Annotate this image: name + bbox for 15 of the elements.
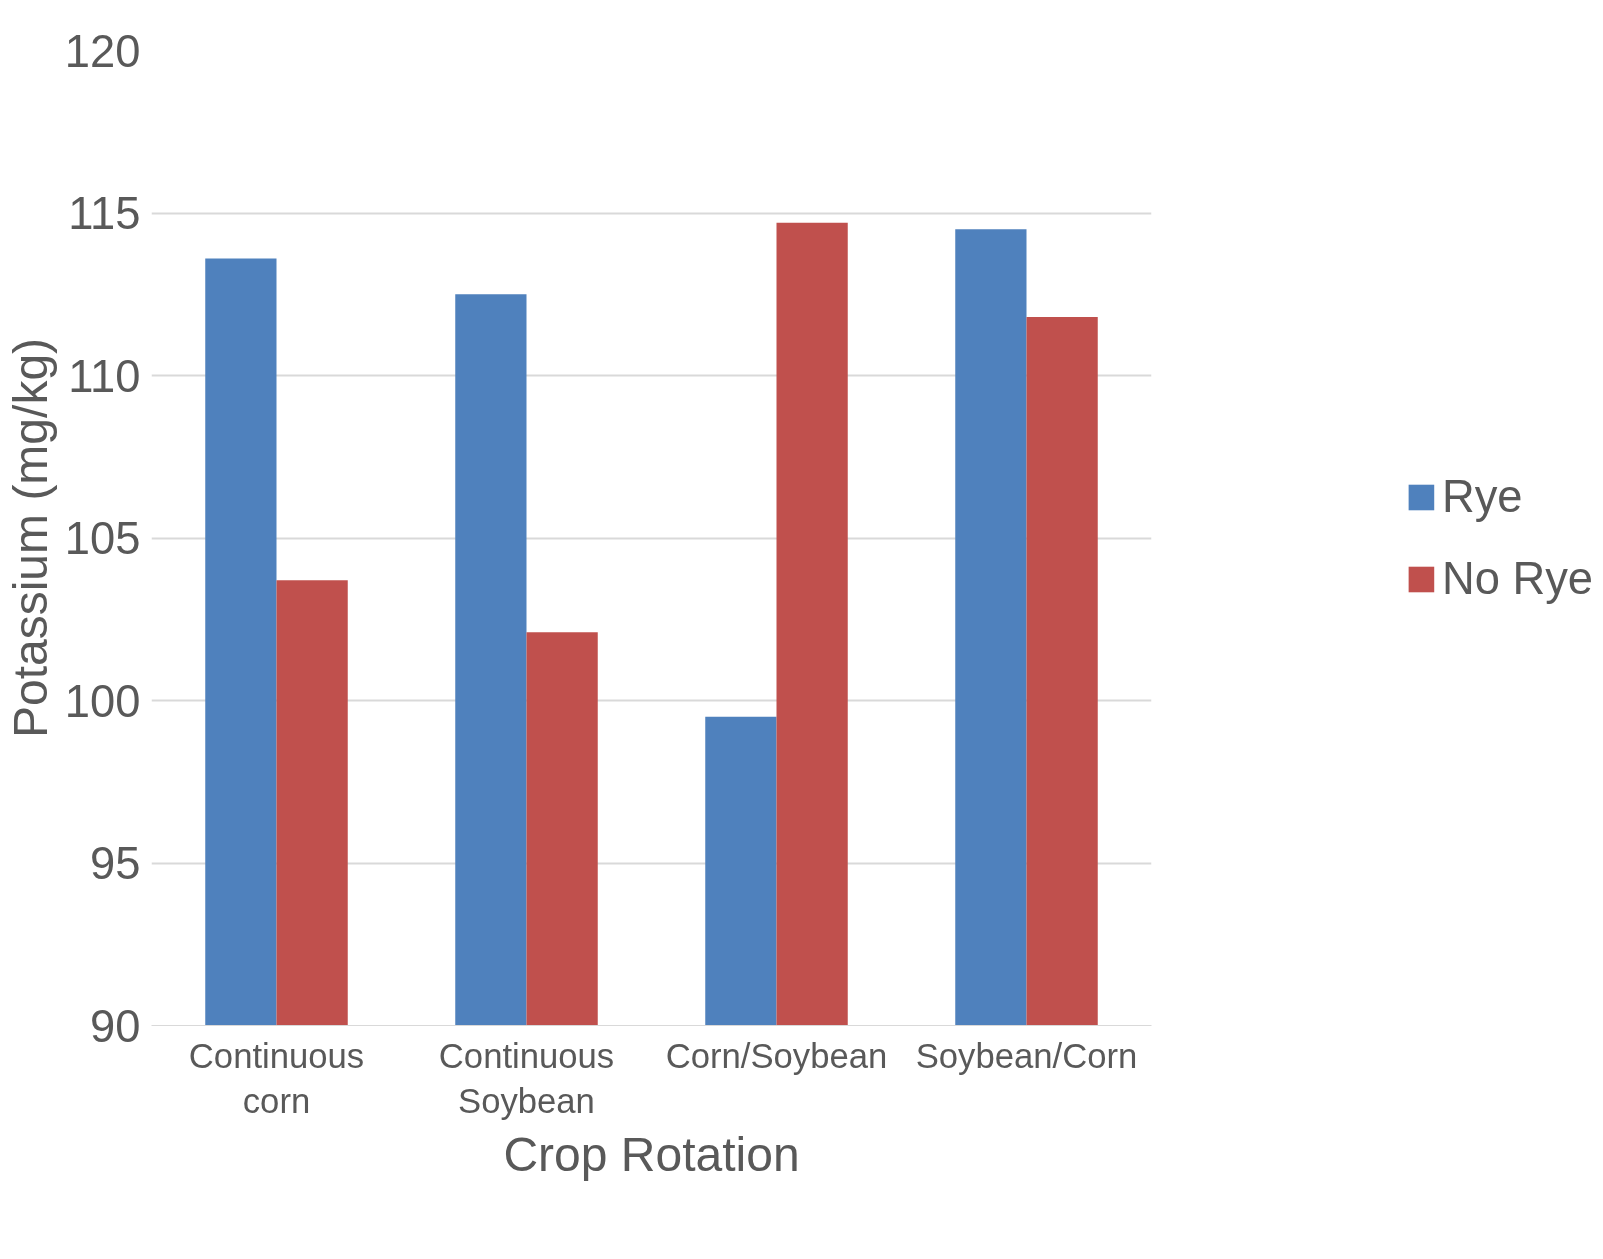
y-axis-title: Potassium (mg/kg) — [3, 337, 57, 739]
y-tick-label: 95 — [90, 838, 141, 889]
y-tick-label: 115 — [68, 188, 141, 239]
y-tick-label: 90 — [90, 1000, 141, 1052]
y-tick-label: 120 — [64, 25, 141, 77]
y-tick-label: 110 — [68, 350, 141, 402]
y-tick-label: 100 — [64, 675, 141, 727]
y-tick-label: 105 — [64, 513, 141, 564]
x-tick-label: Continuous Soybean — [438, 1036, 615, 1121]
x-tick-label: Corn/Soybean — [665, 1036, 888, 1075]
x-tick-label: Continuous corn — [188, 1036, 365, 1121]
x-axis-title: Crop Rotation — [503, 1128, 800, 1182]
legend-label: No Rye — [1441, 552, 1594, 605]
legend-label: Rye — [1441, 470, 1523, 523]
x-tick-label: Soybean/Corn — [915, 1036, 1138, 1075]
